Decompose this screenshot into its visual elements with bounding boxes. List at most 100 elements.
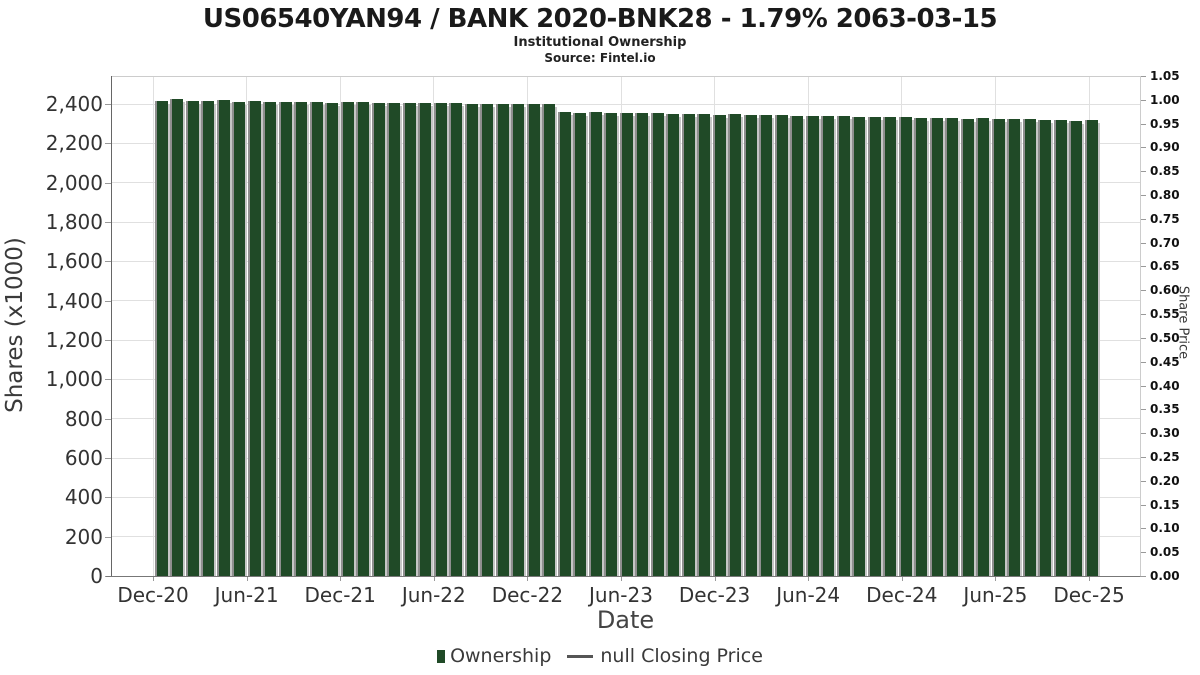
y-right-tick-label: 0.35: [1150, 402, 1180, 417]
ownership-bar[interactable]: [774, 115, 790, 576]
y-left-tick-label: 600: [64, 446, 103, 470]
ownership-bar[interactable]: [449, 103, 464, 576]
ownership-bar[interactable]: [402, 103, 418, 576]
ownership-bar[interactable]: [294, 101, 309, 577]
ownership-bar[interactable]: [1053, 120, 1069, 576]
ownership-bar[interactable]: [1069, 120, 1084, 577]
ownership-bar[interactable]: [232, 101, 247, 577]
ownership-bar[interactable]: [526, 104, 542, 576]
ownership-bar[interactable]: [650, 113, 666, 576]
legend-item-closing-price[interactable]: null Closing Price: [551, 645, 763, 667]
ownership-bar[interactable]: [1022, 119, 1038, 576]
ownership-bar[interactable]: [588, 112, 604, 576]
ownership-bar[interactable]: [154, 100, 170, 577]
y-right-tickmark: [1140, 528, 1146, 530]
y-left-tickmark: [105, 418, 111, 420]
ownership-bar[interactable]: [635, 113, 650, 576]
ownership-bar[interactable]: [309, 102, 325, 576]
chart-subtitle: Institutional Ownership: [513, 35, 687, 50]
ownership-bar[interactable]: [542, 104, 557, 576]
ownership-bar[interactable]: [805, 115, 821, 577]
ownership-bar[interactable]: [387, 102, 402, 577]
y-left-tick-label: 400: [64, 485, 103, 510]
ownership-bar[interactable]: [728, 114, 743, 576]
y-right-tick-label: 0.80: [1150, 188, 1180, 203]
x-tickmark: [340, 576, 342, 581]
ownership-bar[interactable]: [790, 115, 805, 577]
y-left-tickmark: [105, 300, 111, 302]
x-tick-label: Jun-24: [776, 583, 841, 607]
ownership-bar[interactable]: [185, 101, 201, 576]
ownership-bar[interactable]: [247, 101, 263, 576]
ownership-bar[interactable]: [666, 113, 681, 577]
x-tickmark: [153, 576, 154, 581]
x-tickmark: [714, 576, 716, 581]
ownership-bar[interactable]: [976, 118, 991, 576]
ownership-bar[interactable]: [821, 116, 836, 576]
ownership-bar[interactable]: [557, 112, 573, 576]
ownership-bar[interactable]: [1084, 120, 1100, 576]
x-tickmark: [621, 576, 622, 581]
y-right-tickmark: [1140, 171, 1146, 173]
ownership-bar[interactable]: [464, 103, 480, 577]
y-left-tickmark: [105, 340, 111, 341]
ownership-bar[interactable]: [712, 114, 728, 577]
y-left-tick-label: 1,000: [45, 367, 103, 392]
y-right-tick-label: 0.15: [1150, 497, 1180, 512]
ownership-bar[interactable]: [495, 103, 511, 577]
gridline-vertical: [152, 76, 154, 576]
ownership-bar[interactable]: [480, 104, 495, 576]
y-right-tick-label: 0.10: [1150, 521, 1180, 536]
ownership-bar[interactable]: [1038, 119, 1053, 577]
ownership-bar[interactable]: [511, 104, 526, 576]
y-right-tick-label: 0.20: [1150, 473, 1180, 488]
ownership-bar[interactable]: [340, 102, 356, 576]
ownership-bar[interactable]: [945, 118, 960, 576]
ownership-bar[interactable]: [371, 103, 387, 576]
y-right-tickmark: [1140, 552, 1146, 554]
ownership-bar[interactable]: [170, 99, 185, 576]
ownership-bar[interactable]: [418, 102, 433, 577]
y-left-tickmark: [105, 379, 111, 381]
y-left-tickmark: [105, 458, 111, 459]
ownership-bar[interactable]: [325, 102, 340, 577]
ownership-bar[interactable]: [929, 117, 945, 577]
ownership-bar[interactable]: [573, 112, 588, 577]
ownership-bar[interactable]: [216, 100, 232, 576]
ownership-bar[interactable]: [852, 116, 867, 577]
y-right-tick-label: 0.25: [1150, 449, 1180, 464]
ownership-bar[interactable]: [201, 100, 216, 577]
y-left-tickmark: [105, 261, 111, 263]
y-right-tick-label: 0.90: [1150, 140, 1180, 155]
y-right-tickmark: [1140, 242, 1146, 244]
ownership-bar[interactable]: [263, 101, 278, 577]
y-right-tick-label: 0.40: [1150, 378, 1180, 393]
ownership-bar[interactable]: [867, 116, 883, 577]
ownership-bar[interactable]: [433, 103, 449, 576]
y-right-tick-label: 0.70: [1150, 235, 1180, 250]
ownership-bar[interactable]: [278, 102, 294, 576]
ownership-bar[interactable]: [681, 114, 697, 576]
y-right-tickmark: [1140, 195, 1146, 197]
ownership-bar[interactable]: [836, 115, 852, 576]
ownership-bar[interactable]: [898, 117, 914, 576]
ownership-bar[interactable]: [759, 114, 774, 577]
y-left-tick-label: 800: [64, 406, 103, 431]
y-left-tick-label: 2,000: [45, 170, 103, 195]
ownership-bar[interactable]: [991, 118, 1007, 577]
x-tickmark: [1089, 576, 1090, 581]
ownership-bar[interactable]: [743, 115, 759, 576]
ownership-bar[interactable]: [883, 116, 898, 577]
x-tickmark: [433, 576, 435, 581]
y-right-tickmark: [1140, 456, 1146, 458]
ownership-bar[interactable]: [914, 117, 929, 577]
y-left-tickmark: [105, 143, 111, 145]
ownership-bar[interactable]: [697, 114, 712, 576]
ownership-bar[interactable]: [1007, 119, 1022, 576]
ownership-bar[interactable]: [604, 113, 619, 576]
ownership-bar[interactable]: [619, 112, 635, 577]
ownership-bar[interactable]: [960, 118, 976, 577]
y-right-tickmark: [1140, 218, 1146, 220]
legend-item-ownership[interactable]: Ownership: [437, 645, 551, 667]
ownership-bar[interactable]: [356, 102, 371, 576]
